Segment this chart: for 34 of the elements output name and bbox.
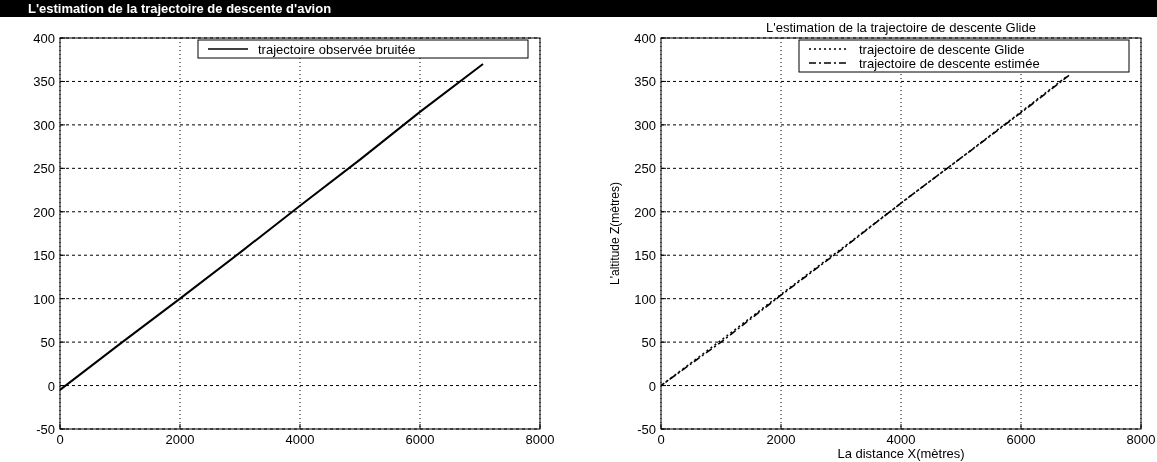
y-tick-label: 350: [634, 74, 656, 90]
x-tick-label: 6000: [405, 432, 435, 447]
y-tick-label: -50: [637, 422, 656, 437]
legend-label: trajectoire de descente Glide: [859, 41, 1025, 57]
y-tick-label: 100: [33, 291, 55, 307]
y-axis-title: L'altitude Z(mètres): [608, 182, 622, 285]
y-tick-label: 150: [634, 248, 656, 264]
x-tick-label: 8000: [1126, 432, 1156, 447]
y-tick-label: 100: [634, 291, 656, 307]
x-tick-label: 2000: [766, 432, 796, 447]
y-tick-label: 0: [648, 378, 656, 394]
x-tick-label: 8000: [525, 432, 555, 447]
y-tick-label: 350: [33, 74, 55, 90]
y-tick-label: 250: [33, 161, 55, 177]
y-tick-label: 250: [634, 161, 656, 177]
y-tick-label: 50: [40, 335, 55, 351]
y-tick-label: 150: [33, 248, 55, 264]
y-tick-label: 200: [33, 204, 55, 220]
y-tick-label: 400: [33, 31, 55, 46]
y-tick-label: 300: [634, 117, 656, 133]
y-tick-label: 200: [634, 204, 656, 220]
y-tick-label: 300: [33, 117, 55, 133]
y-tick-label: -50: [36, 422, 55, 437]
x-tick-label: 4000: [886, 432, 916, 447]
x-tick-label: 4000: [285, 432, 315, 447]
x-tick-label: 6000: [1006, 432, 1036, 447]
y-tick-label: 50: [641, 335, 656, 351]
x-axis-title: La distance X(mètres): [837, 446, 965, 461]
x-tick-label: 2000: [165, 432, 195, 447]
y-tick-label: 0: [47, 378, 55, 394]
legend-label: trajectoire observée bruitée: [258, 41, 416, 57]
chart-title: L'estimation de la trajectoire de descente Glide: [766, 20, 1036, 35]
chart-title: L'estimation de la trajectoire de descente d'avion: [28, 1, 332, 16]
y-tick-label: 400: [634, 31, 656, 46]
